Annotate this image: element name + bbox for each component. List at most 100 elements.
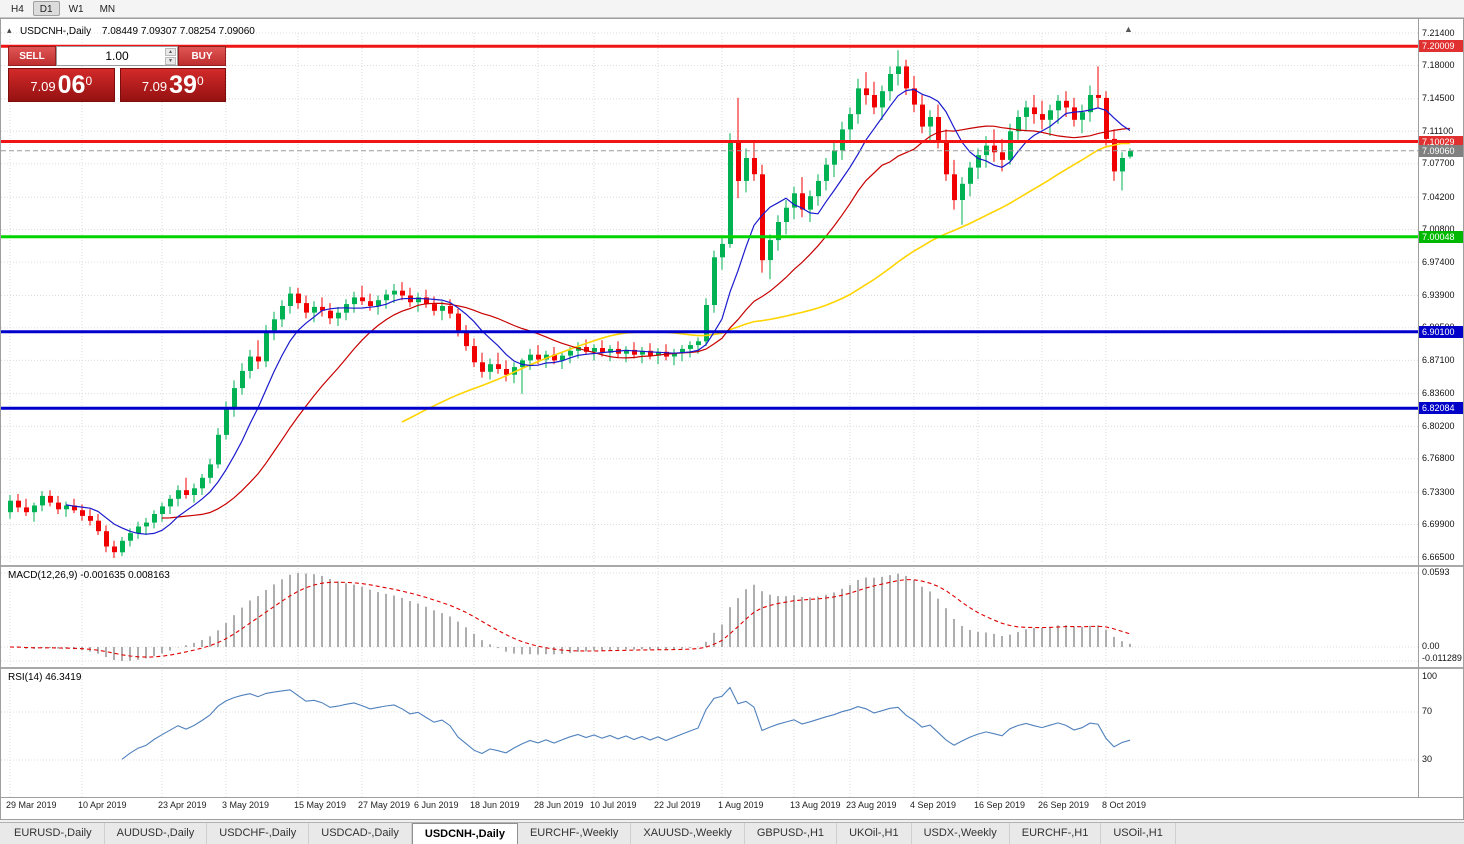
- price-tick-label: 7.18000: [1422, 60, 1455, 70]
- date-axis-divider: [0, 797, 1464, 798]
- date-label: 29 Mar 2019: [6, 800, 57, 810]
- price-tick-label: 7.14500: [1422, 93, 1455, 103]
- macd-axis-label: 0.00: [1422, 641, 1440, 651]
- chart-tab-bar: EURUSD-,Daily AUDUSD-,Daily USDCHF-,Daily U…: [0, 822, 1464, 844]
- date-label: 6 Jun 2019: [414, 800, 459, 810]
- rsi-line: [121, 686, 1131, 760]
- timeframe-button-d1[interactable]: D1: [32, 1, 60, 16]
- chart-frame-top: [0, 18, 1464, 19]
- date-label: 28 Jun 2019: [534, 800, 584, 810]
- chart-frame-bottom: [0, 819, 1464, 820]
- one-click-panel-toggle-icon[interactable]: ▴: [7, 25, 12, 35]
- sell-price-base: 7.09: [30, 79, 56, 94]
- chart-tab[interactable]: EURCHF-,H1: [1010, 823, 1102, 844]
- sell-price-sup: 0: [85, 74, 93, 88]
- chart-tab[interactable]: UKOil-,H1: [837, 823, 912, 844]
- volume-input[interactable]: 1.00 ▲ ▼: [56, 46, 178, 66]
- price-tick-label: 7.07700: [1422, 158, 1455, 168]
- date-label: 15 May 2019: [294, 800, 347, 810]
- buy-price-base: 7.09: [141, 79, 168, 94]
- buy-price-big: 39: [169, 71, 197, 99]
- sell-price-big: 06: [57, 71, 86, 99]
- rsi-axis-label: 100: [1422, 671, 1438, 681]
- price-tick-label: 7.21400: [1422, 28, 1455, 38]
- macd-histogram: [17, 573, 1131, 661]
- price-tick-label: 6.66500: [1422, 552, 1455, 562]
- price-tick-label: 6.69900: [1422, 519, 1455, 529]
- chart-title: USDCNH-,Daily 7.08449 7.09307 7.08254 7.…: [20, 26, 255, 37]
- date-label: 3 May 2019: [222, 800, 270, 810]
- chart-canvas[interactable]: [1, 20, 1418, 816]
- price-tick-label: 6.97400: [1422, 257, 1455, 267]
- price-tick-label: 6.80200: [1422, 421, 1455, 431]
- macd-axis-label: 0.0593: [1422, 567, 1450, 577]
- chart-tab[interactable]: GBPUSD-,H1: [745, 823, 838, 844]
- timeframe-button-w1[interactable]: W1: [68, 4, 84, 15]
- price-tick-label: 7.00800: [1422, 224, 1455, 234]
- volume-value: 1.00: [105, 49, 129, 63]
- price-tick-label: 6.83600: [1422, 388, 1455, 398]
- sell-button[interactable]: SELL: [8, 46, 56, 66]
- macd-signal-line: [9, 579, 1131, 658]
- price-tick-label: 6.76800: [1422, 453, 1455, 463]
- sell-price-display[interactable]: 7.09 06 0: [8, 68, 115, 102]
- chart-tab[interactable]: USDCAD-,Daily: [309, 823, 412, 844]
- date-label: 1 Aug 2019: [718, 800, 764, 810]
- price-tick-label: 6.73300: [1422, 487, 1455, 497]
- price-tick-label: 7.11100: [1422, 126, 1454, 136]
- macd-axis-label: -0.011289: [1422, 653, 1462, 663]
- chart-shift-marker-icon[interactable]: ▲: [1124, 24, 1133, 34]
- ma-slow-line: [401, 142, 1131, 423]
- chart-frame-left: [0, 19, 1, 820]
- timeframe-button-group: H4 D1 W1 MN: [4, 1, 124, 16]
- rsi-indicator-label: RSI(14) 46.3419: [8, 672, 82, 683]
- timeframe-toolbar: H4 D1 W1 MN: [0, 0, 1464, 18]
- price-level-badge: 7.00048: [1419, 231, 1464, 243]
- buy-price-sup: 0: [196, 74, 204, 88]
- macd-indicator-label: MACD(12,26,9) -0.001635 0.008163: [8, 570, 170, 581]
- pane-separator-macd[interactable]: [0, 565, 1464, 567]
- candles-series: [8, 50, 1133, 558]
- chart-tab[interactable]: USDX-,Weekly: [912, 823, 1010, 844]
- rsi-axis-label: 70: [1422, 706, 1433, 716]
- date-label: 8 Oct 2019: [1102, 800, 1147, 810]
- chart-tab[interactable]: USDCHF-,Daily: [207, 823, 310, 844]
- date-label: 13 Aug 2019: [790, 800, 841, 810]
- date-label: 16 Sep 2019: [974, 800, 1026, 810]
- volume-down-button[interactable]: ▼: [165, 57, 176, 65]
- date-label: 23 Apr 2019: [158, 800, 207, 810]
- chart-tab[interactable]: EURCHF-,Weekly: [518, 823, 632, 844]
- price-level-badge: 6.90100: [1419, 326, 1464, 338]
- date-label: 27 May 2019: [358, 800, 411, 810]
- chart-tab[interactable]: AUDUSD-,Daily: [105, 823, 208, 844]
- ma-fast-line: [65, 88, 1131, 535]
- volume-up-button[interactable]: ▲: [165, 48, 176, 56]
- buy-price-display[interactable]: 7.09 39 0: [119, 68, 226, 102]
- chart-tab[interactable]: USDCNH-,Daily: [411, 823, 518, 844]
- price-tick-label: 7.04200: [1422, 192, 1455, 202]
- date-label: 23 Aug 2019: [846, 800, 897, 810]
- date-label: 10 Apr 2019: [78, 800, 127, 810]
- date-label: 4 Sep 2019: [910, 800, 957, 810]
- date-label: 26 Sep 2019: [1038, 800, 1090, 810]
- buy-button[interactable]: BUY: [178, 46, 226, 66]
- one-click-trading-panel: SELL 1.00 ▲ ▼ BUY 7.09 06 0 7.09 39 0: [8, 46, 226, 102]
- timeframe-button-mn[interactable]: MN: [99, 4, 116, 15]
- chart-ohlc-values: 7.08449 7.09307 7.08254 7.09060: [101, 26, 255, 37]
- timeframe-button-h4[interactable]: H4: [11, 4, 24, 15]
- chart-tab[interactable]: XAUUSD-,Weekly: [631, 823, 745, 844]
- date-label: 22 Jul 2019: [654, 800, 701, 810]
- pane-separator-rsi[interactable]: [0, 667, 1464, 669]
- price-level-badge: 7.09060: [1419, 145, 1464, 157]
- date-label: 18 Jun 2019: [470, 800, 520, 810]
- price-level-badge: 7.20009: [1419, 40, 1464, 52]
- price-tick-label: 6.87100: [1422, 355, 1455, 365]
- ma-mid-line: [161, 125, 1131, 519]
- rsi-axis-label: 30: [1422, 754, 1433, 764]
- price-level-badge: 6.82084: [1419, 402, 1464, 414]
- chart-tab[interactable]: USOil-,H1: [1101, 823, 1176, 844]
- price-tick-label: 6.93900: [1422, 290, 1455, 300]
- date-label: 10 Jul 2019: [590, 800, 637, 810]
- chart-tab[interactable]: EURUSD-,Daily: [2, 823, 105, 844]
